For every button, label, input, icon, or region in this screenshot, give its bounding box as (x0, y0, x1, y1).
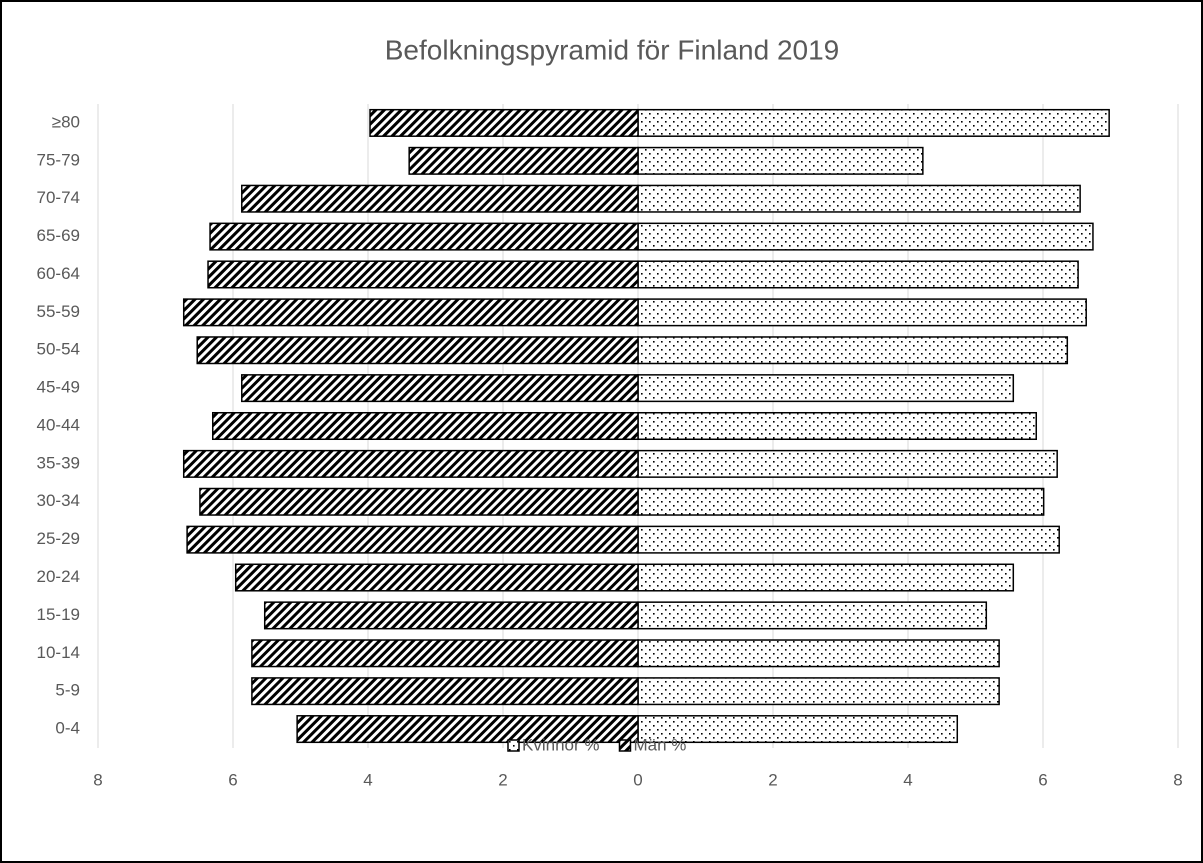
y-tick-label: 40-44 (37, 415, 80, 434)
y-tick-label: 30-34 (37, 491, 80, 510)
x-tick-label: 2 (768, 770, 777, 789)
y-tick-label: 50-54 (37, 340, 80, 359)
bar (637, 639, 1000, 668)
y-tick-label: 10-14 (37, 643, 80, 662)
x-tick-label: 4 (903, 770, 912, 789)
x-tick-label: 4 (363, 770, 372, 789)
bar (637, 184, 1081, 213)
bar (251, 677, 639, 706)
bar (637, 525, 1060, 554)
bar (637, 336, 1069, 365)
bar (637, 374, 1015, 403)
legend-label: Kvinnor % (522, 735, 599, 754)
bar (637, 298, 1087, 327)
legend-swatch (507, 739, 520, 752)
y-tick-label: 65-69 (37, 226, 80, 245)
y-tick-label: 45-49 (37, 378, 80, 397)
bar (637, 222, 1094, 251)
y-tick-label: 25-29 (37, 529, 80, 548)
bar (241, 184, 639, 213)
y-tick-label: 20-24 (37, 567, 80, 586)
y-tick-label: 5-9 (55, 681, 80, 700)
y-tick-label: 75-79 (37, 150, 80, 169)
bar (637, 601, 988, 630)
y-tick-label: 15-19 (37, 605, 80, 624)
bar (637, 449, 1058, 478)
bar (182, 298, 639, 327)
bar (241, 374, 639, 403)
bar (637, 563, 1015, 592)
bar (207, 260, 639, 289)
x-tick-label: 2 (498, 770, 507, 789)
x-tick-label: 0 (633, 770, 642, 789)
bar (251, 639, 639, 668)
x-tick-label: 8 (1173, 770, 1182, 789)
bar (637, 411, 1037, 441)
y-tick-label: 55-59 (37, 302, 80, 321)
bar (234, 563, 639, 592)
bar (637, 260, 1079, 289)
x-tick-label: 6 (1038, 770, 1047, 789)
bar (186, 525, 639, 554)
bar (199, 487, 639, 516)
legend-swatch (618, 739, 632, 752)
bar (296, 715, 639, 744)
bar (637, 677, 1000, 706)
bar (212, 411, 639, 441)
legend-label: Män % (633, 735, 686, 754)
bar (408, 146, 639, 175)
bar (369, 108, 639, 137)
x-tick-label: 6 (228, 770, 237, 789)
y-tick-label: 35-39 (37, 453, 80, 472)
bar (263, 601, 639, 630)
bar (209, 222, 639, 251)
y-tick-label: 0-4 (55, 719, 80, 738)
x-tick-label: 8 (93, 770, 102, 789)
bar (196, 336, 639, 365)
bar (637, 146, 924, 175)
bar (637, 108, 1110, 137)
bar (182, 449, 639, 478)
y-tick-label: ≥80 (52, 112, 80, 131)
y-tick-label: 60-64 (37, 264, 80, 283)
y-tick-label: 70-74 (37, 188, 80, 207)
bar (637, 487, 1045, 516)
chart-title: Befolkningspyramid för Finland 2019 (385, 34, 839, 65)
